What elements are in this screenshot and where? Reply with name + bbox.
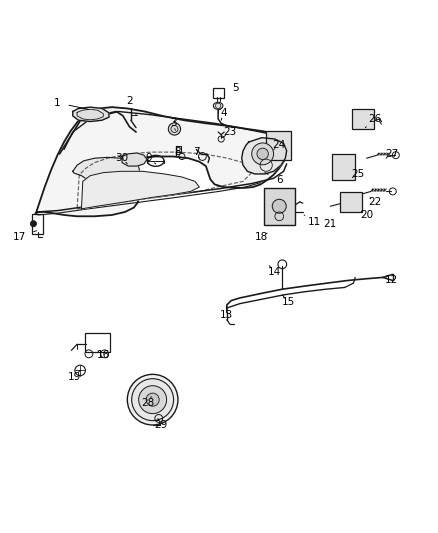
- Circle shape: [139, 386, 166, 414]
- Text: 16: 16: [97, 350, 110, 360]
- FancyBboxPatch shape: [265, 188, 295, 225]
- Text: 28: 28: [141, 397, 155, 408]
- Text: 4: 4: [220, 108, 227, 120]
- Text: 23: 23: [223, 127, 237, 138]
- Text: 19: 19: [67, 370, 81, 382]
- Text: 24: 24: [272, 140, 286, 150]
- Text: 15: 15: [281, 295, 295, 308]
- Text: 20: 20: [360, 210, 373, 220]
- Polygon shape: [81, 171, 199, 209]
- Polygon shape: [242, 138, 287, 174]
- Text: 17: 17: [12, 231, 36, 242]
- Text: 12: 12: [385, 276, 398, 286]
- Text: 7: 7: [193, 147, 200, 158]
- Text: 3: 3: [170, 118, 177, 130]
- FancyBboxPatch shape: [340, 192, 362, 212]
- Text: 6: 6: [265, 173, 283, 185]
- Circle shape: [132, 379, 173, 421]
- Text: 21: 21: [315, 217, 337, 229]
- Polygon shape: [35, 107, 288, 216]
- Text: 5: 5: [225, 83, 239, 95]
- Text: 26: 26: [365, 114, 382, 128]
- Polygon shape: [73, 157, 140, 183]
- Polygon shape: [73, 107, 109, 122]
- Circle shape: [127, 374, 178, 425]
- Text: 9: 9: [145, 153, 155, 164]
- Text: 14: 14: [268, 265, 282, 277]
- Text: 11: 11: [304, 215, 321, 227]
- Text: 13: 13: [220, 308, 233, 320]
- Circle shape: [30, 221, 36, 227]
- Text: 22: 22: [369, 197, 382, 207]
- Text: 30: 30: [116, 153, 129, 164]
- Circle shape: [146, 393, 159, 406]
- Text: 29: 29: [155, 418, 168, 430]
- Text: 1: 1: [54, 98, 88, 109]
- Circle shape: [252, 143, 274, 165]
- Circle shape: [257, 148, 268, 159]
- FancyBboxPatch shape: [332, 154, 355, 180]
- Circle shape: [168, 123, 180, 135]
- Text: 27: 27: [385, 149, 398, 159]
- Text: 2: 2: [126, 96, 136, 115]
- Polygon shape: [122, 153, 147, 166]
- FancyBboxPatch shape: [352, 109, 374, 130]
- Circle shape: [272, 199, 286, 213]
- Text: 8: 8: [174, 147, 181, 158]
- Text: 18: 18: [255, 232, 268, 242]
- Ellipse shape: [213, 102, 223, 109]
- Text: 25: 25: [351, 169, 364, 179]
- FancyBboxPatch shape: [266, 131, 290, 160]
